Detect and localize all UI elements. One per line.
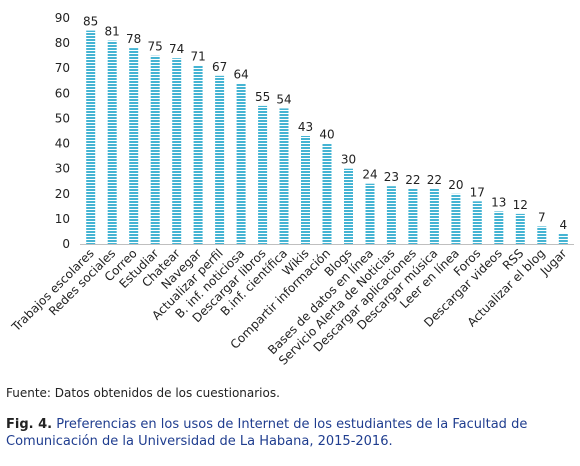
data-label: 67 <box>212 60 227 74</box>
data-label: 22 <box>405 173 420 187</box>
bar <box>558 234 568 244</box>
data-label: 55 <box>255 90 270 104</box>
y-tick-label: 20 <box>55 187 70 201</box>
y-tick-label: 30 <box>55 162 70 176</box>
y-tick-label: 60 <box>55 86 70 100</box>
bar <box>365 183 375 244</box>
data-label: 43 <box>298 120 313 134</box>
bar <box>322 143 332 244</box>
data-label: 4 <box>559 218 567 232</box>
bar <box>86 30 96 244</box>
data-label: 20 <box>448 178 463 192</box>
source-note: Fuente: Datos obtenidos de los cuestiona… <box>6 386 280 400</box>
bar <box>386 186 396 244</box>
bar <box>344 168 353 244</box>
data-label: 12 <box>513 198 528 212</box>
data-label: 71 <box>190 50 205 64</box>
data-label: 24 <box>362 168 377 182</box>
y-tick-label: 80 <box>55 36 70 50</box>
data-label: 74 <box>169 42 184 56</box>
data-label: 7 <box>538 210 546 224</box>
bar <box>150 55 160 245</box>
y-axis: 0 10 20 30 40 50 60 70 80 90 <box>55 11 574 251</box>
caption-label: Fig. 4. <box>6 417 53 432</box>
bar <box>172 58 182 245</box>
data-label: 78 <box>126 32 141 46</box>
bar <box>258 105 268 245</box>
y-tick-label: 70 <box>55 61 70 75</box>
y-tick-label: 90 <box>55 11 70 25</box>
bars <box>86 30 568 245</box>
bar <box>215 75 225 244</box>
bar <box>429 188 439 244</box>
bar <box>451 193 461 244</box>
bar <box>279 108 289 245</box>
data-label: 64 <box>233 67 248 81</box>
bar-chart: 0 10 20 30 40 50 60 70 80 90 85 81 78 75 74 71 67 64 55 54… <box>8 11 574 368</box>
figure-caption: Fig. 4. Preferencias en los usos de Inte… <box>6 416 574 450</box>
bar <box>107 40 117 244</box>
value-labels: 85 81 78 75 74 71 67 64 55 54 43 40 30 24 23 22 22 20 17 13… <box>83 15 567 232</box>
data-label: 30 <box>341 153 356 167</box>
data-label: 54 <box>276 92 291 106</box>
bar <box>472 201 482 244</box>
data-label: 22 <box>427 173 442 187</box>
bar <box>236 83 246 244</box>
data-label: 75 <box>148 40 163 54</box>
y-tick-label: 10 <box>55 212 70 226</box>
data-label: 81 <box>105 25 120 39</box>
data-label: 17 <box>470 185 485 199</box>
bar <box>515 213 525 244</box>
bar <box>301 136 310 244</box>
bar <box>408 188 418 244</box>
y-tick-label: 50 <box>55 111 70 125</box>
bar <box>129 48 139 244</box>
data-label: 13 <box>491 195 506 209</box>
caption-text: Preferencias en los usos de Internet de … <box>6 417 528 449</box>
data-label: 40 <box>319 128 334 142</box>
data-label: 23 <box>384 170 399 184</box>
y-tick-label: 40 <box>55 137 70 151</box>
bar <box>193 65 203 244</box>
bar <box>494 211 504 244</box>
data-label: 85 <box>83 15 98 29</box>
bar <box>537 226 547 244</box>
y-tick-label: 0 <box>62 237 70 251</box>
